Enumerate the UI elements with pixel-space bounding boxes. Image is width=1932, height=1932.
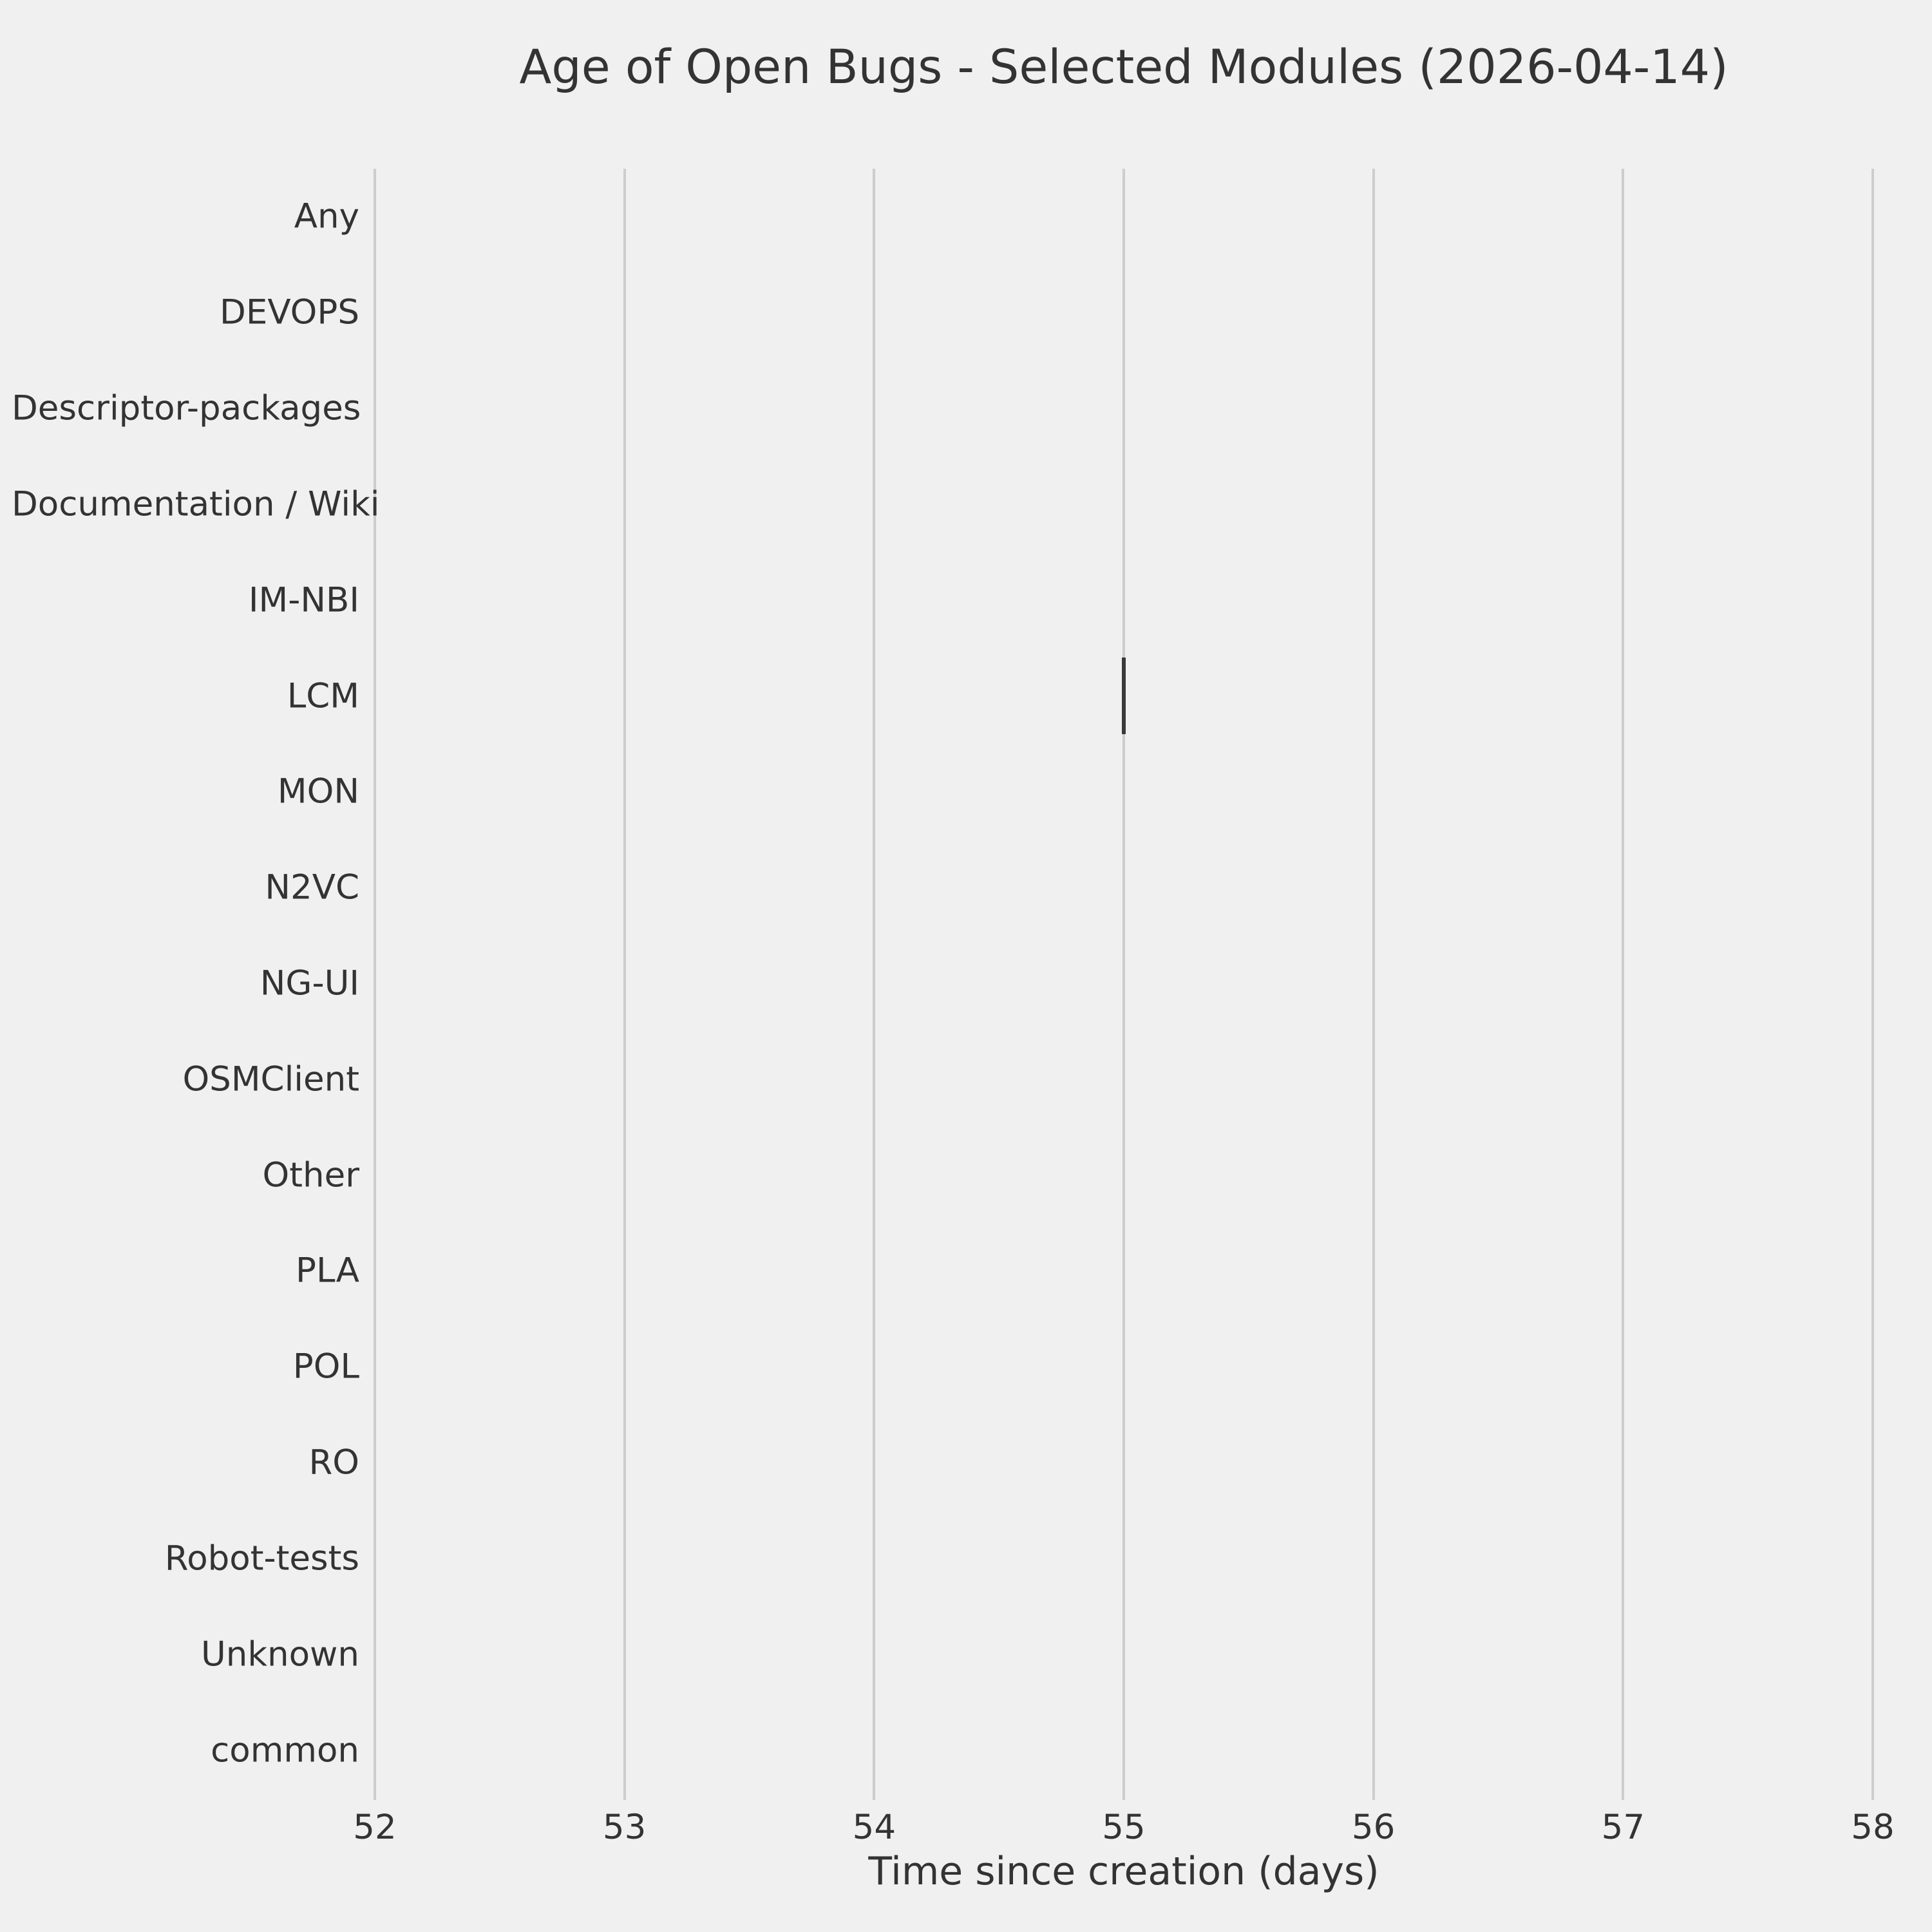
y-tick-label: Unknown [200, 1634, 359, 1674]
y-tick-label: Descriptor-packages [12, 388, 361, 428]
x-tick-label: 52 [353, 1808, 397, 1847]
y-tick-label: common [211, 1730, 359, 1770]
x-gridline [1622, 169, 1625, 1800]
y-tick-label: LCM [287, 676, 359, 716]
x-tick-label: 55 [1102, 1808, 1146, 1847]
y-tick-label: N2VC [265, 867, 359, 907]
x-tick-label: 58 [1851, 1808, 1895, 1847]
y-tick-label: Any [294, 196, 359, 236]
y-tick-label: MON [277, 772, 359, 811]
x-gridline [1372, 169, 1375, 1800]
x-gridline [873, 169, 876, 1800]
x-gridline [374, 169, 376, 1800]
y-tick-label: POL [292, 1347, 359, 1387]
y-tick-label: OSMClient [182, 1059, 359, 1099]
y-tick-label: IM-NBI [248, 580, 359, 620]
y-tick-label: DEVOPS [220, 292, 359, 332]
x-tick-label: 53 [602, 1808, 647, 1847]
x-tick-label: 54 [852, 1808, 896, 1847]
y-tick-label: NG-UI [260, 963, 359, 1003]
x-tick-label: 56 [1351, 1808, 1396, 1847]
x-gridline [1122, 169, 1125, 1800]
x-tick-label: 57 [1601, 1808, 1645, 1847]
box-mark-lcm [1122, 658, 1126, 735]
y-tick-label: Robot-tests [164, 1539, 359, 1578]
x-gridline [623, 169, 626, 1800]
y-tick-label: RO [308, 1443, 359, 1482]
y-tick-label: Documentation / Wiki [12, 484, 380, 524]
x-axis-label: Time since creation (days) [868, 1849, 1379, 1894]
y-tick-label: PLA [296, 1251, 359, 1291]
x-gridline [1871, 169, 1874, 1800]
y-tick-label: Other [262, 1155, 360, 1195]
chart-title: Age of Open Bugs - Selected Modules (202… [519, 40, 1728, 95]
